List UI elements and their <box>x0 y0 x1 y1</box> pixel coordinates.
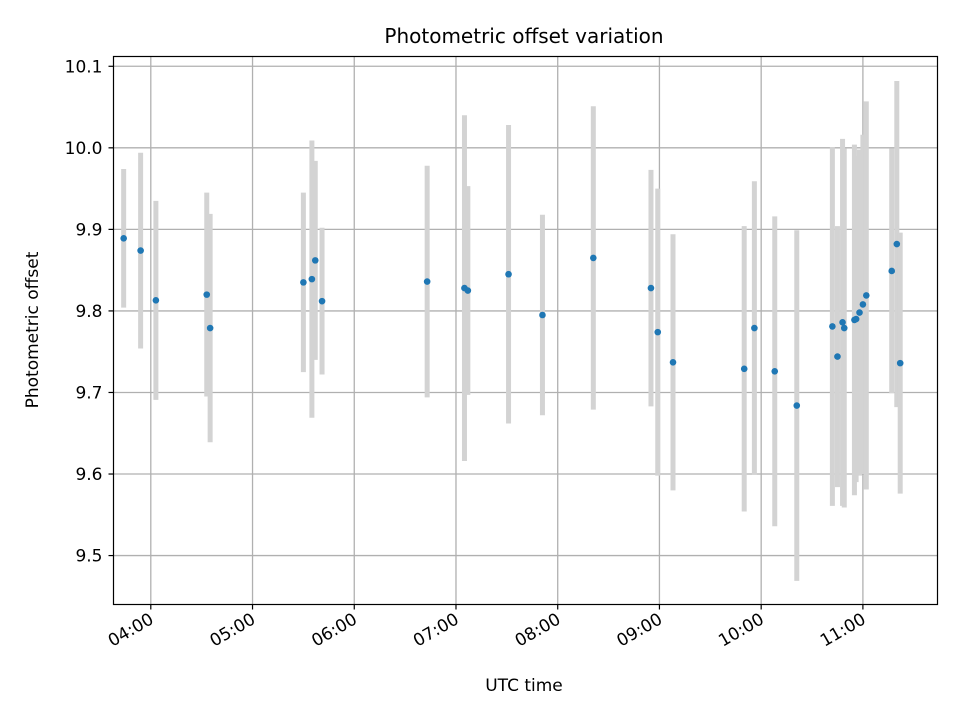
data-point <box>300 279 307 286</box>
plot-area-frame <box>112 55 939 606</box>
data-point <box>862 292 870 299</box>
data-point <box>206 324 214 332</box>
data-point <box>464 287 472 294</box>
chart-title: Photometric offset variation <box>384 24 663 48</box>
y-tick-label: 10.1 <box>65 57 103 77</box>
data-point <box>834 353 841 360</box>
y-tick-label: 9.5 <box>75 547 102 567</box>
data-point <box>311 257 319 264</box>
y-tick-label: 9.9 <box>75 220 102 240</box>
data-point <box>840 324 848 332</box>
data-point <box>505 270 512 278</box>
data-point <box>771 367 779 375</box>
y-tick-label: 9.6 <box>75 465 102 485</box>
data-point <box>829 323 836 330</box>
y-axis-label: Photometric offset <box>23 251 43 408</box>
data-point <box>888 267 896 275</box>
data-point <box>793 402 801 409</box>
data-point <box>318 297 326 305</box>
data-point <box>539 311 546 319</box>
data-point <box>856 309 863 316</box>
y-tick-label: 10.0 <box>65 139 103 159</box>
data-point <box>669 359 677 366</box>
data-point <box>137 247 144 254</box>
data-point <box>654 328 662 336</box>
data-point <box>647 284 655 292</box>
data-point <box>740 365 748 373</box>
data-point <box>120 235 127 242</box>
data-point <box>859 301 867 308</box>
data-point <box>203 291 211 298</box>
y-tick-label: 9.8 <box>75 302 102 322</box>
data-point <box>893 240 901 248</box>
data-point <box>852 315 860 323</box>
data-point <box>308 275 316 283</box>
y-tick-label: 9.7 <box>75 383 102 403</box>
data-point <box>423 278 431 285</box>
data-points <box>120 235 904 409</box>
data-point <box>152 297 160 304</box>
data-point <box>751 324 758 332</box>
data-point <box>839 319 846 326</box>
data-point <box>590 254 597 262</box>
x-axis-label: UTC time <box>485 676 563 696</box>
data-point <box>896 359 904 367</box>
